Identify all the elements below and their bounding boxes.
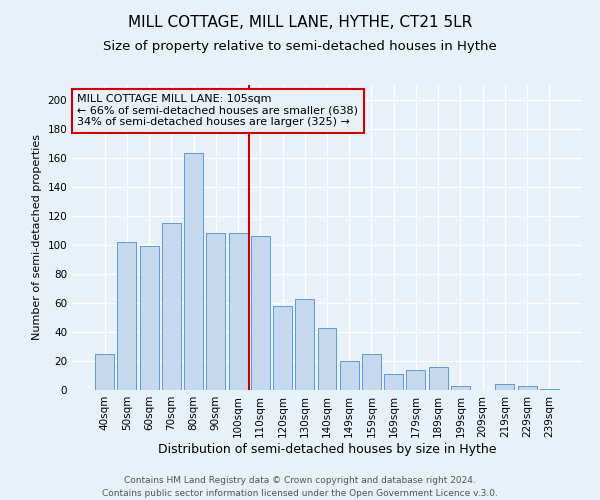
Text: Contains HM Land Registry data © Crown copyright and database right 2024.
Contai: Contains HM Land Registry data © Crown c…	[102, 476, 498, 498]
Bar	[140, 246, 158, 390]
Bar	[540, 388, 559, 390]
Bar	[384, 374, 403, 390]
Bar	[95, 354, 114, 390]
Text: MILL COTTAGE, MILL LANE, HYTHE, CT21 5LR: MILL COTTAGE, MILL LANE, HYTHE, CT21 5LR	[128, 15, 472, 30]
Text: MILL COTTAGE MILL LANE: 105sqm
← 66% of semi-detached houses are smaller (638)
3: MILL COTTAGE MILL LANE: 105sqm ← 66% of …	[77, 94, 358, 128]
Bar	[496, 384, 514, 390]
Bar	[317, 328, 337, 390]
Bar	[206, 233, 225, 390]
Bar	[295, 298, 314, 390]
Bar	[451, 386, 470, 390]
Bar	[362, 354, 381, 390]
Bar	[406, 370, 425, 390]
Bar	[162, 223, 181, 390]
Bar	[251, 236, 270, 390]
Bar	[273, 306, 292, 390]
Bar	[429, 367, 448, 390]
Bar	[229, 233, 248, 390]
Text: Size of property relative to semi-detached houses in Hythe: Size of property relative to semi-detach…	[103, 40, 497, 53]
Bar	[118, 242, 136, 390]
Bar	[184, 154, 203, 390]
X-axis label: Distribution of semi-detached houses by size in Hythe: Distribution of semi-detached houses by …	[158, 442, 496, 456]
Y-axis label: Number of semi-detached properties: Number of semi-detached properties	[32, 134, 42, 340]
Bar	[518, 386, 536, 390]
Bar	[340, 361, 359, 390]
